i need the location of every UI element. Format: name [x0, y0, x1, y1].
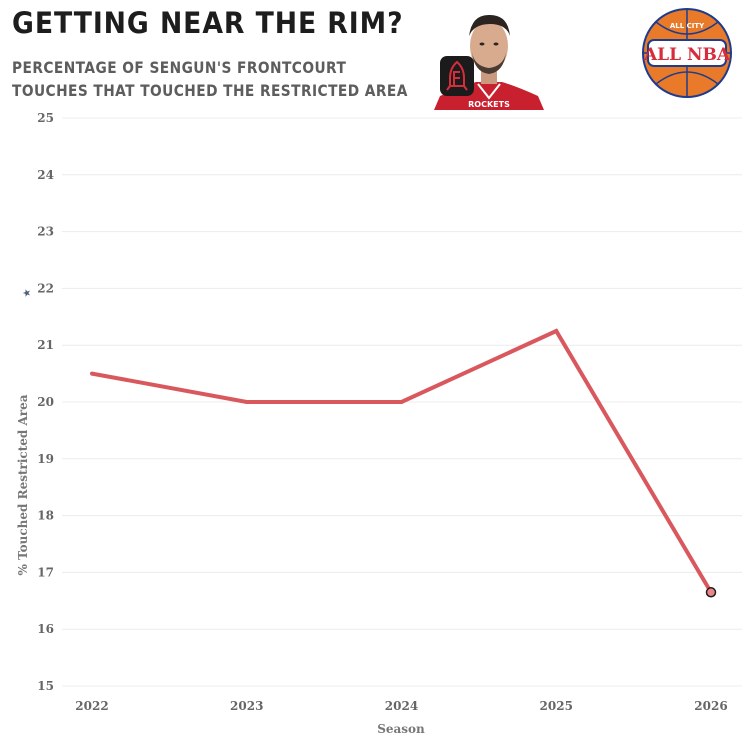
y-tick-label: 19 [37, 452, 54, 466]
data-point [244, 400, 249, 404]
series-line-path [91, 328, 713, 594]
y-tick-label: 23 [37, 225, 54, 239]
all-city-all-nba-logo-icon: ALL NBA ALL CITY [642, 8, 732, 98]
y-tick-label: 18 [37, 509, 54, 523]
x-tick-label: 2022 [75, 699, 108, 713]
data-point [554, 329, 559, 333]
data-point [90, 371, 94, 376]
svg-text:ROCKETS: ROCKETS [468, 100, 510, 109]
x-tick-label: 2025 [540, 699, 573, 713]
series-line [91, 328, 713, 594]
y-tick-label: 20 [37, 395, 54, 409]
y-tick-label: 17 [37, 565, 54, 579]
y-tick-label: 25 [37, 111, 54, 125]
x-tick-label: 2023 [230, 699, 263, 713]
y-tick-labels: 15 16 17 18 19 20 21 22 23 24 25 [37, 111, 54, 693]
data-point [399, 400, 404, 404]
y-tick-label: 24 [37, 168, 54, 182]
y-tick-label: 16 [37, 622, 54, 636]
x-axis-title: Season [377, 722, 425, 736]
data-point [705, 587, 717, 598]
x-tick-label: 2024 [385, 699, 418, 713]
y-tick-label: 21 [37, 338, 54, 352]
grid-lines [62, 117, 742, 687]
chart-title: GETTING NEAR THE RIM? [12, 6, 404, 40]
brand-top-text: ALL CITY [670, 22, 705, 30]
chart-subtitle: PERCENTAGE OF SENGUN'S FRONTCOURT TOUCHE… [12, 56, 408, 102]
y-tick-label: 22 [37, 281, 54, 295]
y-axis-title: % Touched Restricted Area [16, 394, 30, 575]
y-tick-label: 15 [37, 679, 54, 693]
rockets-logo-icon [440, 56, 474, 96]
y-axis-star-icon: ★ [22, 288, 33, 297]
subtitle-line-1: PERCENTAGE OF SENGUN'S FRONTCOURT [12, 58, 347, 77]
x-tick-labels: 2022 2023 2024 2025 2026 [75, 699, 727, 713]
data-points [90, 329, 717, 598]
subtitle-line-2: TOUCHES THAT TOUCHED THE RESTRICTED AREA [12, 81, 408, 100]
x-tick-label: 2026 [694, 699, 727, 713]
brand-main-text: ALL NBA [643, 45, 731, 65]
